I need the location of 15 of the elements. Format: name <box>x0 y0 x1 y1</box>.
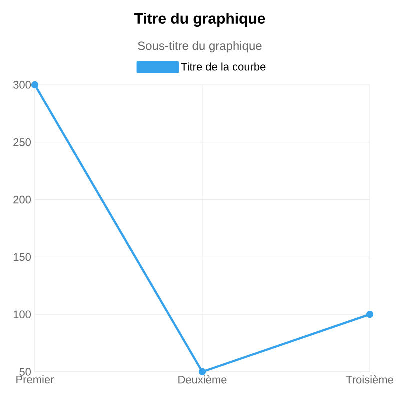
y-tick-label: 50 <box>20 368 32 376</box>
y-tick-label: 150 <box>14 253 32 262</box>
y-tick-label: 300 <box>14 81 32 89</box>
point <box>31 81 39 89</box>
legend-label: Titre de la courbe <box>181 62 266 71</box>
x-tick-label: Deuxième <box>178 376 227 384</box>
x-tick-label: Troisième <box>346 376 394 384</box>
y-tick-label: 200 <box>14 196 32 204</box>
y-tick-label: 100 <box>14 310 32 318</box>
point <box>198 368 206 376</box>
chart-title: Titre du graphique <box>134 12 266 28</box>
chart-subtitle: Sous-titre du graphique <box>138 41 262 53</box>
point <box>366 311 374 318</box>
y-tick-label: 250 <box>14 138 32 146</box>
x-tick-label: Premier <box>16 376 54 384</box>
